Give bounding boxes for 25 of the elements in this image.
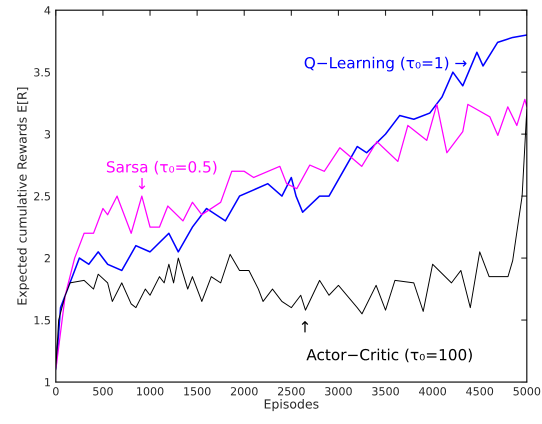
annotation: ↑ — [302, 321, 308, 332]
y-tick-label: 3 — [44, 130, 50, 139]
annotation: Sarsa (τ₀=0.5) — [106, 160, 216, 174]
y-axis-title: Expected cumulative Rewards E[R] — [17, 88, 30, 304]
x-tick-label: 1500 — [184, 387, 211, 396]
y-tick-label: 4 — [44, 6, 50, 14]
x-tick-label: 5000 — [514, 387, 540, 396]
x-tick-label: 2500 — [278, 387, 305, 396]
x-tick-label: 3000 — [325, 387, 352, 396]
x-tick-label: 3500 — [372, 387, 399, 396]
x-tick-label: 1000 — [137, 387, 164, 396]
x-axis-title: Episodes — [264, 399, 319, 412]
annotation: Actor−Critic (τ₀=100) — [306, 348, 472, 362]
x-tick-label: 500 — [93, 387, 113, 396]
y-tick-label: 3.5 — [34, 68, 50, 77]
annotation: ↓ — [138, 178, 146, 190]
annotation: Q−Learning (τ₀=1) → — [304, 56, 466, 72]
y-tick-label: 1 — [45, 378, 50, 386]
y-tick-label: 2 — [44, 254, 50, 262]
y-tick-label: 1.5 — [34, 316, 50, 324]
x-tick-label: 4000 — [419, 387, 446, 396]
y-tick-label: 2.5 — [34, 192, 50, 200]
x-tick-label: 4500 — [466, 387, 494, 396]
x-tick-label: 2000 — [230, 387, 258, 396]
x-tick-label: 0 — [53, 387, 59, 396]
